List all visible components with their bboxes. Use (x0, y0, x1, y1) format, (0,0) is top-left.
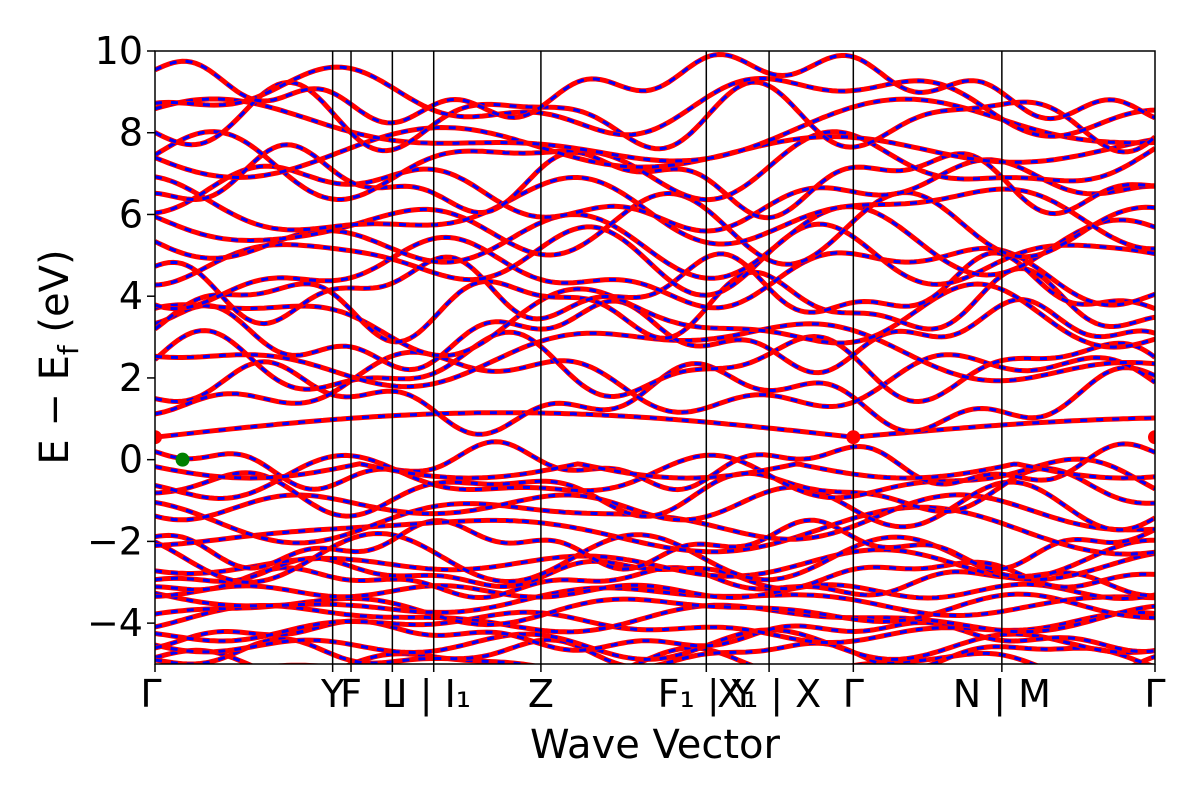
y-axis-label-main: E − E (32, 355, 78, 465)
x-tick-label: L (382, 672, 403, 716)
band-edge-marker (155, 430, 162, 445)
band-line-blue (155, 646, 1155, 664)
band-edge-marker (175, 452, 190, 467)
band-line-blue (155, 80, 1155, 154)
band-line-blue (155, 556, 1155, 591)
band-line-blue (155, 480, 1155, 532)
y-tick-label: 2 (119, 356, 143, 400)
band-line-blue (155, 125, 1155, 180)
y-axis-label: E − Ef (eV) (32, 249, 85, 464)
x-tick-label: F (340, 672, 362, 716)
band-line-blue (155, 97, 1155, 163)
x-tick-label: X₁ | X (717, 672, 821, 717)
y-axis-ticks: −4 −2 0 2 4 6 8 10 (87, 29, 155, 645)
y-tick-label: 4 (119, 274, 143, 318)
band-line-red (155, 64, 1155, 139)
band-line-red (155, 504, 1155, 557)
y-axis-label-sub: f (52, 344, 85, 355)
x-tick-label: Z (528, 672, 554, 716)
band-line-red (155, 591, 1155, 628)
band-line-blue (155, 466, 1155, 518)
band-line-blue (155, 143, 1155, 220)
band-line-red (155, 585, 1155, 618)
plot-frame (154, 50, 1156, 665)
band-line-blue (155, 266, 1155, 344)
y-tick-label: 6 (119, 192, 143, 236)
x-tick-label: N | M (953, 672, 1051, 717)
band-lines (155, 51, 1155, 664)
band-line-blue (155, 453, 1155, 501)
x-tick-label: F₁ | Y (658, 672, 756, 717)
y-tick-label: −2 (87, 519, 143, 563)
band-line-red (155, 221, 1155, 298)
y-tick-label: 0 (119, 438, 143, 482)
high-symmetry-lines (331, 51, 1003, 664)
band-line-red (155, 602, 1155, 635)
band-line-blue (155, 235, 1155, 311)
x-axis-label: Wave Vector (530, 722, 781, 768)
x-tick-label: I | I₁ (396, 672, 471, 717)
band-line-blue (155, 440, 1155, 492)
band-line-blue (155, 251, 1155, 326)
y-axis-label-unit: (eV) (32, 249, 78, 345)
band-line-blue (155, 518, 1155, 571)
band-edge-markers (155, 430, 1155, 467)
y-tick-label: 8 (119, 111, 143, 155)
x-tick-label: Γ (843, 672, 864, 716)
band-line-red (155, 296, 1155, 376)
x-axis-ticks: Γ YF LI | I₁ Z F₁ | YX₁ | X Γ N | M Γ (140, 664, 1166, 717)
y-tick-label: −4 (87, 601, 143, 645)
band-edge-marker (1148, 430, 1155, 445)
band-line-blue (155, 411, 1155, 439)
y-tick-label: 10 (95, 29, 143, 73)
band-line-red (155, 581, 1155, 602)
band-line-red (155, 129, 1155, 203)
band-line-blue (155, 52, 1155, 125)
band-line-blue (155, 205, 1155, 280)
band-line-red (155, 618, 1155, 654)
x-tick-label: Γ (140, 672, 161, 716)
band-line-red (155, 636, 1155, 664)
band-line-red (155, 461, 1155, 481)
band-edge-marker (846, 430, 861, 445)
band-line-red (155, 547, 1155, 583)
x-tick-label: Y (320, 672, 345, 716)
band-line-blue (155, 190, 1155, 266)
x-tick-label: Γ (1144, 672, 1165, 716)
band-line-blue (155, 329, 1155, 404)
